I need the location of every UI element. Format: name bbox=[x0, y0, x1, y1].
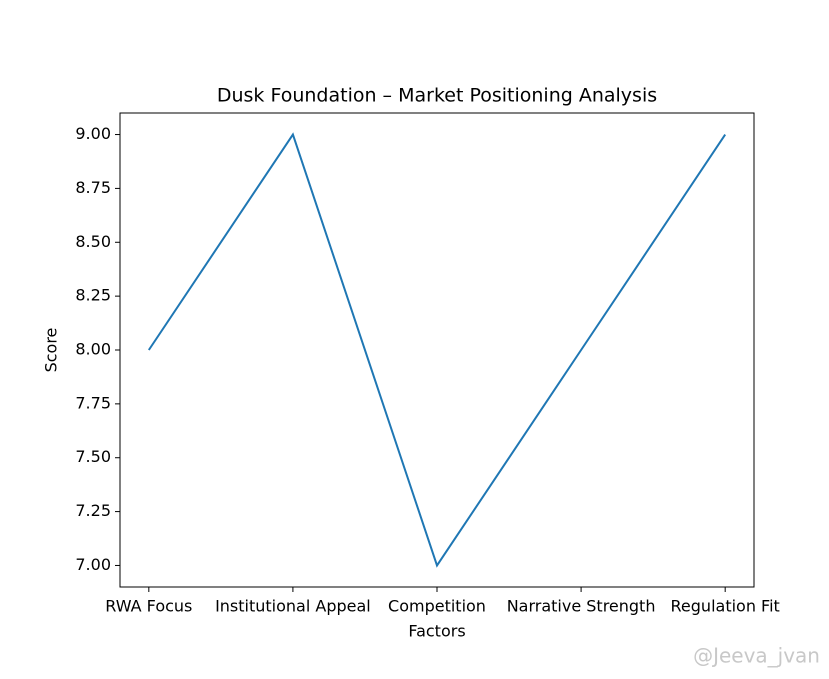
y-tick-label: 8.25 bbox=[75, 286, 111, 305]
x-tick-label: Regulation Fit bbox=[671, 597, 780, 616]
line-series bbox=[147, 132, 727, 568]
x-tick-label: Competition bbox=[388, 597, 486, 616]
x-tick-label: RWA Focus bbox=[105, 597, 192, 616]
plot-frame bbox=[119, 112, 755, 588]
y-tick-label: 9.00 bbox=[75, 124, 111, 143]
watermark: @Jeeva_jvan bbox=[693, 644, 820, 668]
x-axis-label: Factors bbox=[408, 622, 465, 641]
y-tick-label: 7.25 bbox=[75, 501, 111, 520]
x-tick-label: Institutional Appeal bbox=[215, 597, 371, 616]
y-tick-label: 8.50 bbox=[75, 232, 111, 251]
y-axis-label: Score bbox=[42, 328, 61, 373]
y-tick-label: 8.75 bbox=[75, 178, 111, 197]
y-tick-label: 7.50 bbox=[75, 447, 111, 466]
y-tick-label: 7.00 bbox=[75, 555, 111, 574]
chart-title: Dusk Foundation – Market Positioning Ana… bbox=[217, 85, 657, 107]
x-tick-label: Narrative Strength bbox=[507, 597, 656, 616]
y-tick-label: 8.00 bbox=[75, 340, 111, 359]
y-tick-label: 7.75 bbox=[75, 393, 111, 412]
